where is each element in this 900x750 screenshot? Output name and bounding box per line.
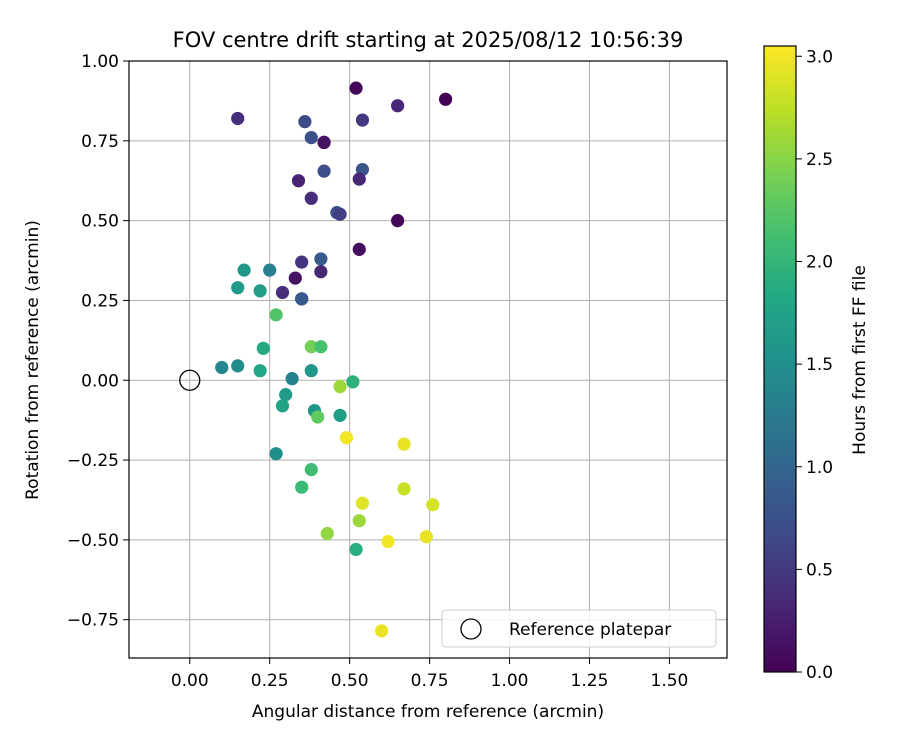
data-point xyxy=(215,360,229,375)
x-tick-label: 1.50 xyxy=(651,671,689,691)
y-axis-ticks: −0.75 −0.50 −0.25 0.00 0.25 0.50 0.75 1.00 xyxy=(67,52,129,631)
data-point xyxy=(314,252,328,266)
data-point xyxy=(298,115,312,129)
colorbar-tick-label: 3.0 xyxy=(806,47,833,67)
data-point xyxy=(317,135,331,150)
y-tick-label: −0.25 xyxy=(67,451,119,471)
x-tick-label: 0.00 xyxy=(171,671,209,691)
data-point xyxy=(295,480,309,494)
data-point xyxy=(253,364,267,378)
data-point xyxy=(314,340,328,354)
data-point xyxy=(231,359,245,373)
data-point xyxy=(352,514,366,528)
x-tick-label: 0.75 xyxy=(411,671,449,691)
colorbar-tick-label: 1.5 xyxy=(806,355,833,375)
data-point xyxy=(237,263,251,277)
data-point xyxy=(352,172,366,186)
data-point xyxy=(397,437,411,451)
data-point xyxy=(339,431,354,445)
y-tick-label: 0.75 xyxy=(81,132,119,152)
data-point xyxy=(349,542,363,557)
data-point xyxy=(253,284,267,298)
data-point xyxy=(269,308,283,322)
x-axis-label: Angular distance from reference (arcmin) xyxy=(252,702,604,722)
y-tick-label: 0.25 xyxy=(81,291,119,311)
x-tick-label: 1.25 xyxy=(571,671,609,691)
data-point xyxy=(426,498,440,512)
colorbar: 0.0 0.5 1.0 1.5 2.0 2.5 3.0 Hours from first F… xyxy=(763,45,870,683)
data-point xyxy=(231,281,245,295)
data-point xyxy=(333,207,347,221)
data-point xyxy=(320,526,334,541)
y-tick-label: 0.50 xyxy=(81,212,119,232)
data-point xyxy=(269,447,283,461)
y-tick-label: −0.50 xyxy=(67,531,119,551)
colorbar-tick-label: 1.0 xyxy=(806,458,833,478)
data-point xyxy=(419,530,434,544)
data-point xyxy=(304,364,318,378)
legend-box xyxy=(441,609,717,648)
x-tick-label: 0.50 xyxy=(331,671,369,691)
data-point xyxy=(275,285,290,300)
data-point xyxy=(311,410,325,424)
colorbar-label: Hours from first FF file xyxy=(850,265,870,455)
reference-marker-group xyxy=(179,369,201,391)
data-point xyxy=(352,242,366,256)
data-point xyxy=(231,111,245,126)
data-point xyxy=(317,164,331,178)
data-point xyxy=(314,265,328,279)
legend-reference-marker xyxy=(460,618,482,640)
data-point xyxy=(288,271,302,285)
data-point xyxy=(391,99,405,113)
x-tick-label: 0.25 xyxy=(251,671,289,691)
data-point xyxy=(285,372,299,386)
chart-title: FOV centre drift starting at 2025/08/12 … xyxy=(173,28,684,52)
data-point xyxy=(375,624,389,638)
data-point xyxy=(304,463,318,477)
legend: Reference platepar xyxy=(441,609,717,648)
data-point xyxy=(391,214,405,228)
data-point xyxy=(275,399,290,413)
plot-area-frame xyxy=(128,60,728,659)
colorbar-tick-label: 0.5 xyxy=(806,560,833,580)
data-point xyxy=(304,131,318,145)
colorbar-tick-label: 0.0 xyxy=(806,663,833,683)
data-point xyxy=(349,81,363,95)
data-point xyxy=(355,113,370,127)
data-point xyxy=(256,341,270,355)
data-points xyxy=(215,81,453,638)
data-point xyxy=(291,174,306,188)
data-point xyxy=(355,496,370,510)
y-tick-label: 1.00 xyxy=(81,52,119,72)
data-point xyxy=(263,263,277,277)
grid-lines xyxy=(129,60,727,658)
data-point xyxy=(333,380,347,394)
colorbar-ticks: 0.0 0.5 1.0 1.5 2.0 2.5 3.0 xyxy=(796,47,833,683)
data-point xyxy=(304,191,318,205)
data-point xyxy=(333,408,347,422)
y-axis-label: Rotation from reference (arcmin) xyxy=(23,220,43,500)
colorbar-gradient xyxy=(763,45,797,673)
data-point xyxy=(279,388,293,402)
y-tick-label: −0.75 xyxy=(67,611,119,631)
colorbar-tick-label: 2.0 xyxy=(806,253,833,273)
data-point xyxy=(381,534,395,549)
reference-marker xyxy=(179,369,201,391)
y-tick-label: 0.00 xyxy=(81,371,119,391)
colorbar-tick-label: 2.5 xyxy=(806,150,833,170)
data-point xyxy=(295,255,309,269)
data-point xyxy=(346,375,360,389)
data-point xyxy=(438,92,453,106)
legend-label: Reference platepar xyxy=(509,620,671,640)
data-point xyxy=(397,482,411,496)
x-axis-ticks: 0.00 0.25 0.50 0.75 1.00 1.25 1.50 xyxy=(171,658,689,691)
data-point xyxy=(304,340,318,354)
x-tick-label: 1.00 xyxy=(491,671,529,691)
data-point xyxy=(295,292,309,306)
